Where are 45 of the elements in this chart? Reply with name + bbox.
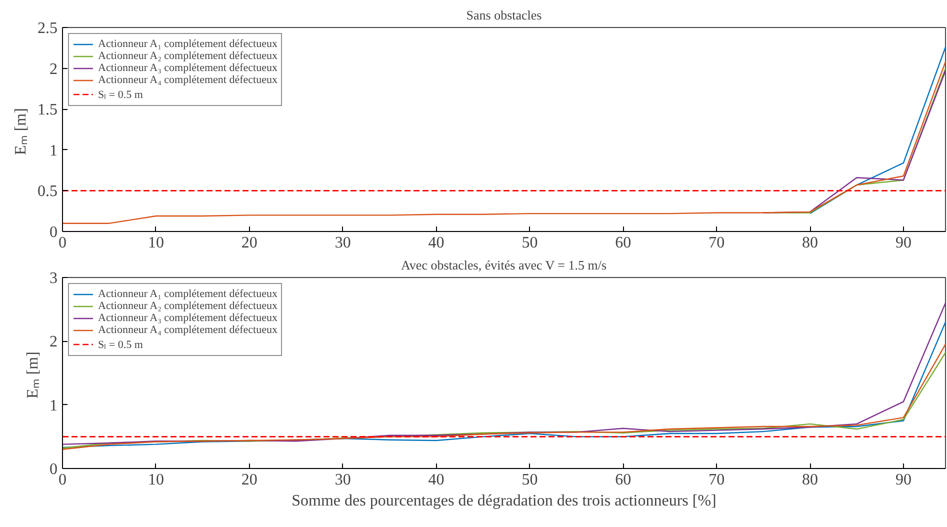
x-tick-label: 40 (428, 234, 444, 252)
x-tick-label: 30 (334, 472, 351, 488)
chart-title: Sans obstacles (466, 8, 542, 22)
y-tick-label: 1 (50, 142, 58, 160)
legend-label: Actionneur A₁ complétement défectueux (98, 288, 278, 300)
legend-label: Actionneur A₃ complétement défectueux (98, 312, 278, 324)
x-tick-label: 80 (802, 472, 818, 488)
x-tick-label: 60 (615, 472, 632, 488)
legend-label: Actionneur A₂ complétement défectueux (98, 300, 278, 312)
legend-label: Actionneur A₃ complétement défectueux (98, 62, 278, 74)
x-tick-label: 40 (428, 472, 444, 488)
x-tick-label: 20 (241, 472, 258, 488)
y-axis-title: Eₘ [m] (12, 108, 30, 155)
legend-label: Actionneur A₄ complétement défectueux (98, 74, 278, 86)
legend-label: Sₗ = 0.5 m (98, 88, 143, 101)
y-axis-title: Eₘ [m] (24, 352, 42, 398)
legend-label: Actionneur A₁ complétement défectueux (98, 38, 278, 50)
y-tick-label: 1.5 (38, 102, 58, 119)
x-tick-label: 50 (522, 234, 538, 252)
y-tick-label: 0.5 (38, 183, 58, 200)
x-tick-label: 10 (148, 472, 164, 488)
y-tick-label: 2 (50, 334, 58, 351)
x-tick-label: 70 (708, 234, 725, 252)
line-series (809, 46, 946, 214)
chart-title: Avec obstacles, évités avec V = 1.5 m/s (401, 258, 607, 272)
y-tick-label: 2.5 (38, 20, 58, 37)
legend-label: Sₗ = 0.5 m (98, 338, 143, 351)
y-tick-label: 2 (50, 60, 58, 78)
line-series (62, 61, 946, 224)
x-tick-label: 10 (148, 234, 164, 252)
x-tick-label: 90 (895, 472, 912, 488)
y-tick-label: 3 (50, 270, 58, 287)
x-tick-label: 20 (241, 234, 258, 252)
x-tick-label: 80 (802, 234, 818, 252)
x-tick-label: 60 (615, 234, 632, 252)
x-tick-label: 70 (708, 472, 725, 488)
y-tick-label: 1 (50, 397, 58, 414)
x-tick-label: 50 (522, 472, 538, 488)
x-tick-label: 90 (895, 234, 912, 252)
y-tick-label: 0 (50, 461, 58, 478)
x-axis-title: Somme des pourcentages de dégradation des trois actionneurs [%] (292, 492, 716, 510)
legend-label: Actionneur A₂ complétement défectueux (98, 50, 278, 62)
legend-label: Actionneur A₄ complétement défectueux (98, 324, 278, 336)
y-tick-label: 0 (50, 224, 58, 241)
x-tick-label: 30 (334, 234, 351, 252)
